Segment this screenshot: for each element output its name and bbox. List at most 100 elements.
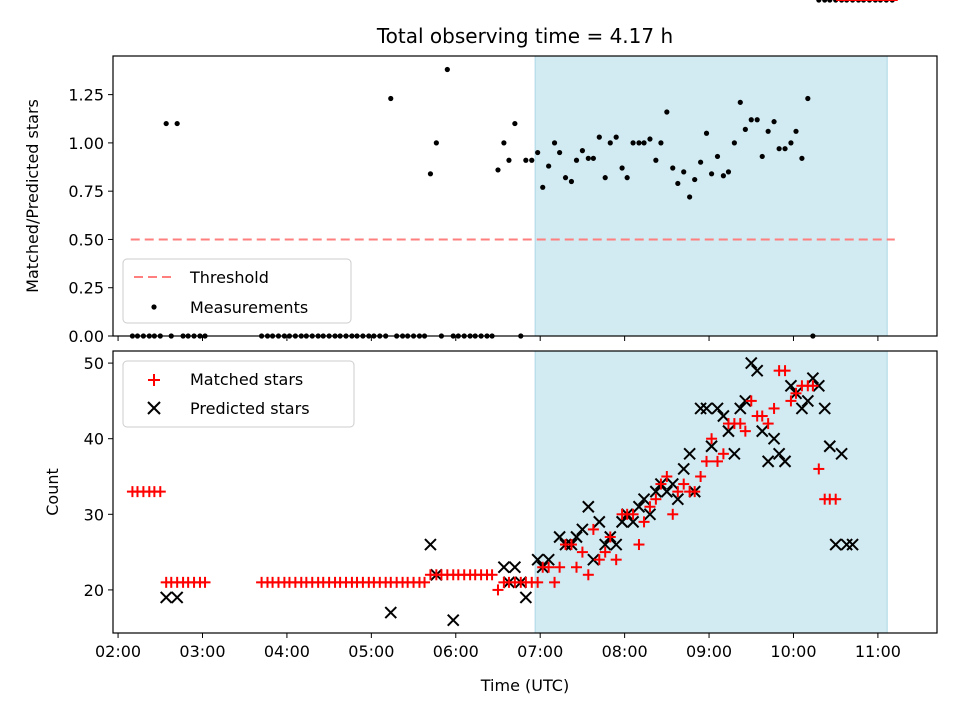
predicted-point-stroke [835,447,848,461]
predicted-point [497,561,511,574]
predicted-point [593,515,606,529]
measurement-point [692,176,698,183]
predicted-point [739,394,752,408]
predicted-point [823,440,836,453]
predicted-point [666,477,679,491]
predicted-point [384,606,397,619]
top-y-axis: 0.00 0.25 0.50 0.75 1.00 1.25 [68,86,113,346]
matched-point [790,387,802,399]
legend-matched-label: Matched stars [190,370,303,389]
measurement-point [759,153,765,160]
measurement-point [681,169,687,175]
predicted-point-stroke [795,402,809,415]
matched-point [419,576,431,588]
predicted-point-stroke [801,394,815,408]
measurement-point [585,155,591,161]
x-axis-label: Time (UTC) [480,676,569,695]
matched-point [711,455,723,467]
predicted-point-stroke [632,500,646,513]
measurement-point [523,157,529,163]
matched-point [785,395,797,407]
measurement-point [619,165,625,171]
measurement-point [647,136,653,142]
predicted-point [626,515,640,529]
predicted-point [576,523,589,536]
chart-title: Total observing time = 4.17 h [376,24,673,48]
predicted-point [801,394,815,408]
x-tick-label: 11:00 [855,642,901,661]
measurement-point [613,134,619,140]
predicted-point-stroke [767,432,781,445]
predicted-point [447,613,460,627]
top-y-tick-label: 0.25 [68,279,104,298]
matched-point [565,539,577,551]
top-y-tick-label: 0.50 [68,230,104,249]
bottom-y-tick-label: 40 [84,430,104,449]
matched-point [779,365,791,377]
predicted-point-stroke [508,561,522,574]
matched-point [199,576,211,588]
predicted-point-stroke [649,485,663,498]
matched-point [807,380,819,392]
matched-point [543,561,555,573]
bottom-highlight-region [534,350,888,634]
measurement-point [776,146,782,152]
predicted-point [772,447,786,461]
measurement-point [529,157,535,163]
predicted-point [728,447,741,461]
predicted-point [531,553,544,566]
predicted-point-stroke [170,591,184,604]
predicted-point [734,402,747,415]
measurement-point [636,140,642,146]
predicted-point-stroke [829,538,842,551]
predicted-point [756,424,769,438]
predicted-point-stroke [677,462,690,476]
measurement-point [596,134,602,140]
predicted-point-stroke [761,455,775,468]
predicted-point-stroke [734,402,747,415]
predicted-point [784,379,798,392]
measurement-point [799,155,805,161]
matched-point [644,501,656,513]
predicted-point [700,402,713,415]
top-y-axis-label: Matched/Predicted stars [23,99,42,293]
matched-point [599,546,611,558]
matched-point [593,554,605,566]
measurement-point [174,120,180,127]
predicted-point-stroke [497,561,511,574]
predicted-point-stroke [643,508,657,521]
top-panel-frame [112,55,938,337]
measurement-point [557,149,563,156]
measurement-point [771,119,777,125]
measurement-point [540,184,546,190]
predicted-point [829,538,842,551]
matched-point [701,455,713,467]
predicted-point-stroke [717,409,730,423]
predicted-point-stroke [818,402,831,415]
measurement-point [433,140,439,146]
measurement-point [658,140,664,146]
predicted-point [615,515,629,529]
bottom-legend-box [122,360,355,428]
bottom-y-axis: 20 30 40 50 [84,354,113,600]
bottom-y-tick-label: 20 [84,581,104,600]
x-tick-label: 03:00 [179,642,225,661]
predicted-point [806,372,820,385]
matched-point [739,425,751,437]
measurement-point [163,120,169,127]
legend-measurements-label: Measurements [190,298,308,317]
matched-point [492,584,504,596]
predicted-point-stroke [660,485,674,498]
predicted-point [671,492,685,506]
measurement-point [562,175,569,181]
predicted-point-stroke [846,538,859,551]
measurement-point [535,149,541,156]
matched-point [745,395,757,407]
matched-point [678,478,690,490]
measurement-point [793,128,799,134]
predicted-point-stroke [576,523,589,536]
predicted-point [508,561,522,574]
top-x-ticks [117,336,879,341]
matched-point [650,493,662,505]
matched-stars-series [126,0,898,596]
